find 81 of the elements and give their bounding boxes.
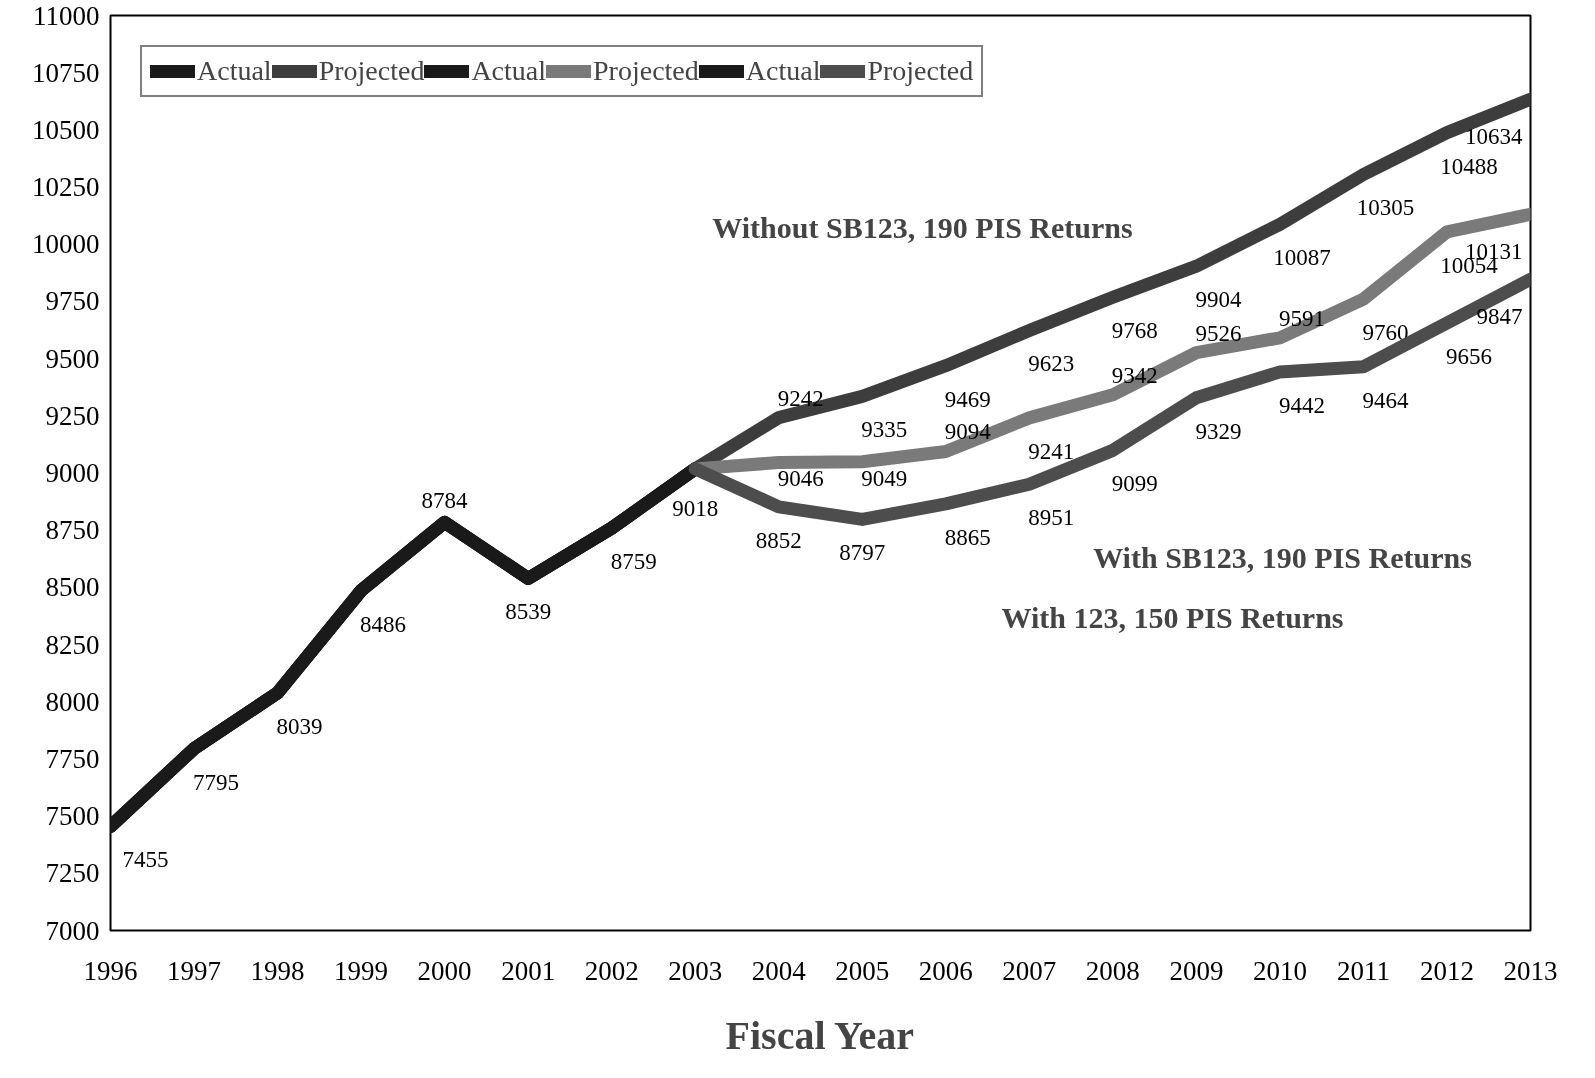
x-tick-label: 2011 [1336, 955, 1390, 986]
data-label: 9469 [944, 386, 991, 412]
data-label: 8951 [1028, 505, 1075, 531]
x-tick-label: 1998 [250, 955, 305, 986]
annotation: With SB123, 190 PIS Returns [1093, 541, 1472, 574]
x-tick-label: 2000 [417, 955, 472, 986]
y-tick-label: 7750 [45, 743, 100, 774]
y-tick-label: 7000 [45, 915, 100, 946]
data-label: 9904 [1195, 287, 1242, 313]
x-tick-label: 1996 [83, 955, 138, 986]
data-label: 9623 [1028, 351, 1075, 377]
y-tick-label: 7250 [45, 858, 100, 889]
y-tick-label: 8250 [45, 629, 100, 660]
legend-label: Projected [318, 55, 425, 87]
data-label: 7455 [122, 847, 169, 873]
data-label: 8852 [755, 527, 802, 553]
x-tick-label: 2004 [751, 955, 807, 986]
data-label: 9241 [1028, 438, 1075, 464]
y-tick-label: 10750 [32, 57, 100, 88]
data-label: 10488 [1440, 153, 1498, 179]
data-label: 9768 [1111, 318, 1158, 344]
annotation: Without SB123, 190 PIS Returns [712, 211, 1133, 244]
x-tick-label: 1999 [334, 955, 389, 986]
data-label: 8486 [360, 611, 407, 637]
data-label: 9526 [1195, 320, 1242, 346]
data-label: 9094 [944, 419, 992, 445]
data-label: 9335 [861, 417, 908, 443]
y-tick-label: 8000 [45, 686, 100, 717]
x-tick-label: 2001 [501, 955, 556, 986]
data-label: 9442 [1278, 392, 1325, 418]
y-tick-label: 9250 [45, 400, 100, 431]
data-label: 9329 [1195, 418, 1242, 444]
data-label: 8039 [276, 713, 323, 739]
y-tick-label: 9750 [45, 286, 100, 317]
x-tick-label: 2009 [1169, 955, 1224, 986]
data-label: 9760 [1362, 320, 1409, 346]
data-label: 9464 [1362, 387, 1409, 413]
legend-label: Actual [471, 55, 547, 87]
data-label: 8784 [421, 488, 469, 514]
data-label: 9046 [777, 466, 824, 492]
x-tick-label: 2005 [835, 955, 890, 986]
data-label: 9018 [672, 495, 719, 521]
x-tick-label: 2006 [918, 955, 973, 986]
x-tick-label: 2007 [1002, 955, 1057, 986]
data-label: 8865 [944, 524, 991, 550]
data-label: 8539 [505, 599, 552, 625]
y-tick-label: 8750 [45, 515, 100, 546]
data-label: 9049 [861, 465, 908, 491]
y-tick-label: 10250 [32, 172, 100, 203]
x-tick-label: 1997 [167, 955, 222, 986]
data-label: 10634 [1465, 124, 1523, 150]
data-label: 8759 [610, 549, 657, 575]
y-tick-label: 10000 [32, 229, 100, 260]
data-label: 8797 [839, 540, 886, 566]
y-tick-label: 9000 [45, 458, 100, 488]
data-label: 9099 [1111, 471, 1158, 497]
legend-label: Projected [867, 55, 974, 87]
data-label: 10305 [1356, 195, 1415, 221]
data-label: 9242 [777, 385, 824, 411]
y-tick-label: 7500 [45, 801, 100, 832]
x-tick-label: 2003 [668, 955, 723, 986]
x-tick-label: 2012 [1419, 955, 1474, 986]
y-tick-label: 11000 [33, 0, 100, 31]
y-tick-label: 10500 [32, 114, 100, 145]
data-label: 9656 [1445, 343, 1492, 369]
data-label: 9342 [1111, 362, 1158, 388]
legend-label: Actual [197, 55, 272, 87]
legend-label: Actual [745, 55, 821, 87]
x-tick-label: 2002 [584, 955, 639, 986]
y-tick-label: 8500 [45, 572, 100, 603]
data-label: 9847 [1476, 304, 1523, 330]
x-tick-label: 2010 [1252, 955, 1307, 986]
x-tick-label: 2008 [1085, 955, 1140, 986]
data-label: 10087 [1273, 245, 1331, 271]
x-tick-label: 2013 [1503, 955, 1558, 986]
data-label: 7795 [193, 769, 240, 795]
x-axis-title: Fiscal Year [725, 1012, 914, 1058]
annotation: With 123, 150 PIS Returns [1001, 601, 1344, 634]
legend-label: Projected [593, 55, 699, 87]
y-tick-label: 9500 [45, 343, 100, 374]
data-label: 9591 [1278, 305, 1325, 331]
